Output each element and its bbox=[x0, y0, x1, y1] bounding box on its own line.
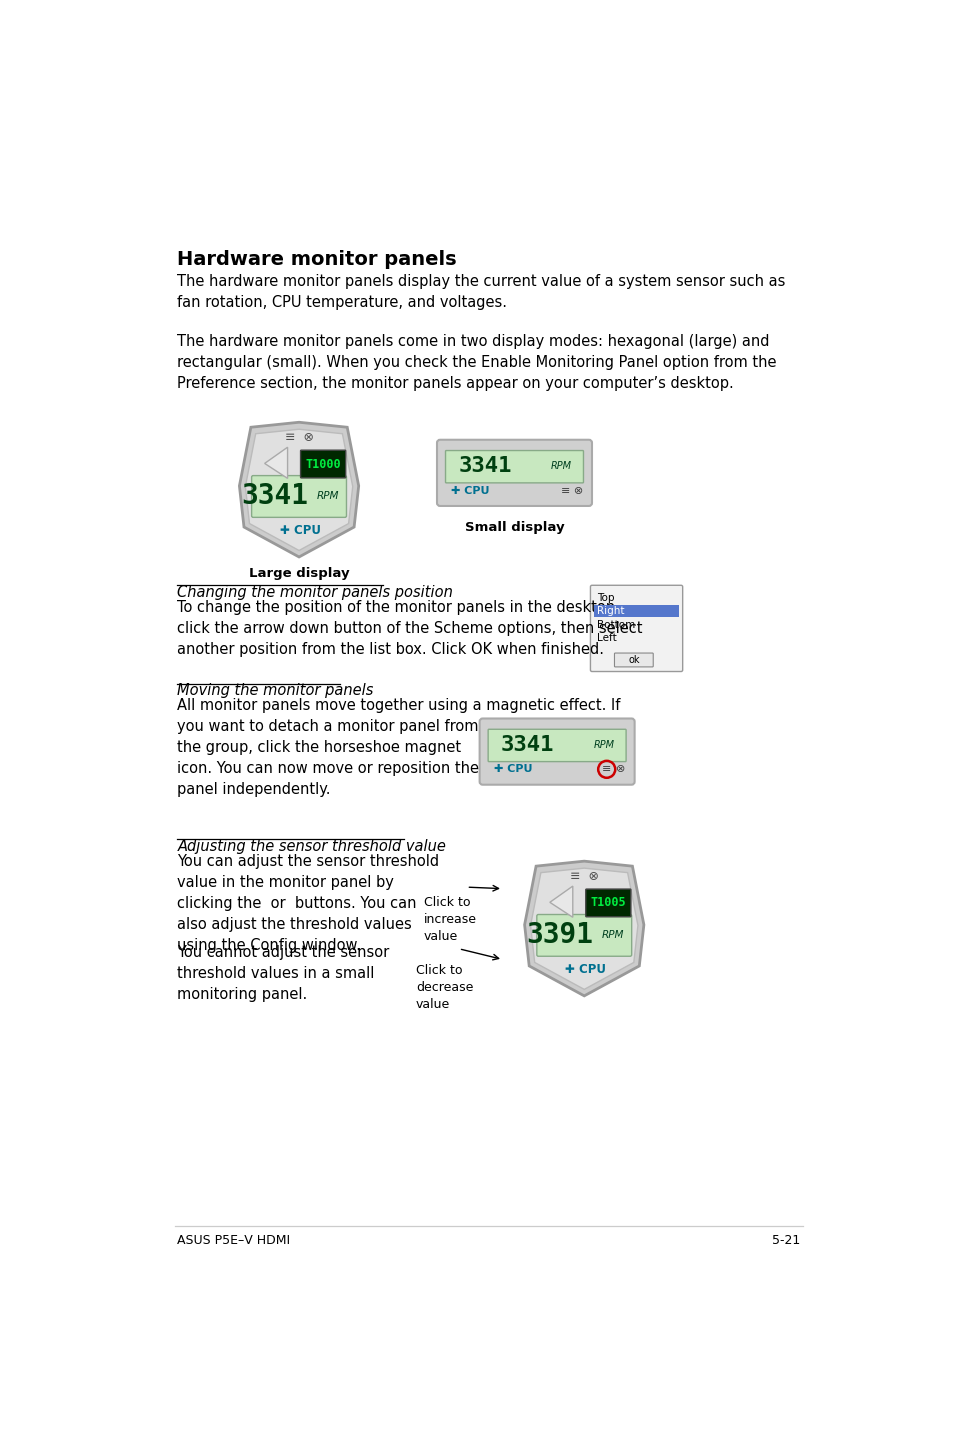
Polygon shape bbox=[530, 869, 638, 989]
Text: ✚ CPU: ✚ CPU bbox=[451, 486, 489, 496]
Text: RPM: RPM bbox=[593, 739, 614, 749]
Text: RPM: RPM bbox=[550, 462, 571, 472]
Polygon shape bbox=[245, 429, 353, 551]
Text: Small display: Small display bbox=[464, 522, 564, 535]
Text: Hardware monitor panels: Hardware monitor panels bbox=[177, 250, 456, 269]
Bar bbox=[594, 605, 679, 617]
Text: 3341: 3341 bbox=[500, 735, 554, 755]
Polygon shape bbox=[549, 886, 572, 917]
Text: Top: Top bbox=[597, 594, 615, 604]
Polygon shape bbox=[524, 861, 643, 997]
Text: 3391: 3391 bbox=[526, 920, 593, 949]
Text: T1000: T1000 bbox=[305, 457, 340, 470]
Text: The hardware monitor panels come in two display modes: hexagonal (large) and
rec: The hardware monitor panels come in two … bbox=[177, 334, 776, 391]
FancyBboxPatch shape bbox=[300, 450, 345, 477]
Text: ≡  ⊗: ≡ ⊗ bbox=[284, 431, 314, 444]
Text: Moving the monitor panels: Moving the monitor panels bbox=[177, 683, 374, 697]
Text: Click to
increase
value: Click to increase value bbox=[423, 896, 476, 943]
Text: ⊗: ⊗ bbox=[616, 765, 625, 774]
Text: ASUS P5E–V HDMI: ASUS P5E–V HDMI bbox=[177, 1234, 291, 1247]
Text: All monitor panels move together using a magnetic effect. If
you want to detach : All monitor panels move together using a… bbox=[177, 699, 620, 798]
Text: 5-21: 5-21 bbox=[771, 1234, 800, 1247]
Text: ✚ CPU: ✚ CPU bbox=[279, 525, 320, 538]
Text: Bottom: Bottom bbox=[597, 620, 635, 630]
FancyBboxPatch shape bbox=[590, 585, 682, 672]
Text: To change the position of the monitor panels in the desktop,
click the arrow dow: To change the position of the monitor pa… bbox=[177, 600, 642, 657]
FancyBboxPatch shape bbox=[252, 476, 346, 518]
Text: ✚ CPU: ✚ CPU bbox=[564, 963, 605, 976]
Text: RPM: RPM bbox=[316, 490, 339, 500]
Text: You cannot adjust the sensor
threshold values in a small
monitoring panel.: You cannot adjust the sensor threshold v… bbox=[177, 945, 389, 1002]
Polygon shape bbox=[239, 423, 358, 557]
Text: The hardware monitor panels display the current value of a system sensor such as: The hardware monitor panels display the … bbox=[177, 275, 785, 311]
Text: You can adjust the sensor threshold
value in the monitor panel by
clicking the  : You can adjust the sensor threshold valu… bbox=[177, 854, 439, 953]
Text: Changing the monitor panels position: Changing the monitor panels position bbox=[177, 584, 453, 600]
Text: ≡ ⊗: ≡ ⊗ bbox=[560, 486, 582, 496]
Text: 3341: 3341 bbox=[457, 456, 511, 476]
FancyBboxPatch shape bbox=[537, 915, 631, 956]
FancyBboxPatch shape bbox=[445, 450, 583, 483]
Polygon shape bbox=[264, 447, 287, 479]
FancyBboxPatch shape bbox=[585, 889, 630, 917]
Text: ≡: ≡ bbox=[601, 765, 611, 774]
Text: Adjusting the sensor threshold value: Adjusting the sensor threshold value bbox=[177, 838, 446, 854]
Text: Click to
decrease
value: Click to decrease value bbox=[416, 963, 473, 1011]
Text: T1005: T1005 bbox=[590, 896, 625, 909]
Text: 3341: 3341 bbox=[241, 482, 308, 509]
FancyBboxPatch shape bbox=[488, 729, 625, 762]
Text: ok: ok bbox=[627, 654, 639, 664]
Text: Large display: Large display bbox=[249, 567, 349, 580]
FancyBboxPatch shape bbox=[479, 719, 634, 785]
Text: Left: Left bbox=[597, 633, 617, 643]
Text: ✚ CPU: ✚ CPU bbox=[493, 765, 532, 774]
Text: RPM: RPM bbox=[601, 929, 624, 939]
FancyBboxPatch shape bbox=[614, 653, 653, 667]
Text: ≡  ⊗: ≡ ⊗ bbox=[569, 870, 598, 883]
FancyBboxPatch shape bbox=[436, 440, 592, 506]
Text: Right: Right bbox=[597, 607, 624, 617]
